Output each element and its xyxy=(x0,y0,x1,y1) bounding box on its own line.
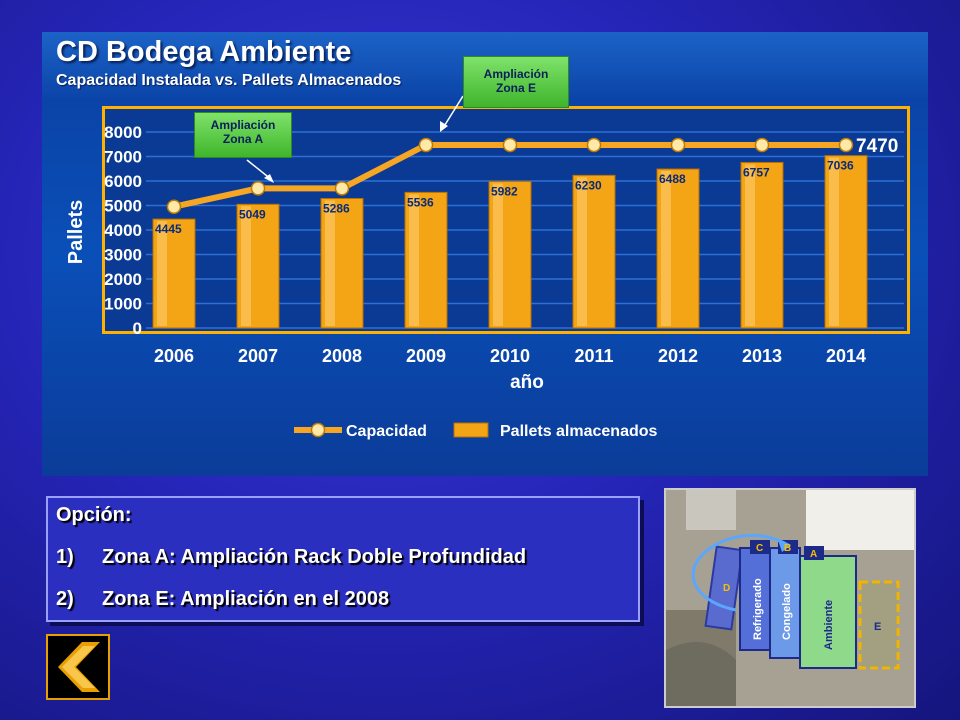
map-label-e: E xyxy=(874,621,881,633)
capacity-point xyxy=(502,137,518,153)
x-tick-label: 2009 xyxy=(406,346,446,366)
map-label-b: B xyxy=(784,543,791,554)
bar-value-label: 6757 xyxy=(743,165,770,179)
map-area-ambiente: Ambiente xyxy=(823,600,835,650)
chart-canvas: 0 1000 2000 3000 4000 5000 6000 7000 8000 Pallets… xyxy=(65,95,904,440)
y-tick-label: 3000 xyxy=(104,246,142,265)
option-item-1: 1) Zona A: Ampliación Rack Doble Profundi… xyxy=(56,546,526,569)
y-axis-label: Pallets xyxy=(65,200,87,264)
capacity-point xyxy=(754,137,770,153)
map-label-d: D xyxy=(723,583,730,594)
x-tick-label: 2014 xyxy=(826,346,866,366)
callout-zona-a-arrowhead xyxy=(264,174,274,183)
capacity-point xyxy=(166,199,182,214)
bar-value-label: 4445 xyxy=(155,222,182,236)
callout-zona-e: Ampliación Zona E xyxy=(463,56,569,108)
map-label-c: C xyxy=(756,543,763,554)
x-tick-label: 2010 xyxy=(490,346,530,366)
y-tick-label: 2000 xyxy=(104,270,142,289)
bar-highlight xyxy=(577,177,587,326)
capacity-point xyxy=(838,137,854,153)
callout-zona-e-arrowhead xyxy=(440,121,448,132)
callout-zona-a: Ampliación Zona A xyxy=(194,112,292,158)
y-tick-label: 0 xyxy=(133,319,142,338)
bar-highlight xyxy=(325,200,335,326)
bar-highlight xyxy=(829,157,839,326)
bar-value-label: 6488 xyxy=(659,172,686,186)
y-tick-label: 8000 xyxy=(104,123,142,142)
callout-zona-e-line1: Ampliación xyxy=(483,67,549,81)
capacity-point xyxy=(250,181,266,196)
callout-zona-e-line2: Zona E xyxy=(495,81,536,95)
callout-zona-a-line2: Zona A xyxy=(222,132,264,146)
x-tick-label: 2011 xyxy=(574,346,613,366)
bar-highlight xyxy=(241,206,251,326)
legend-marker-swatch xyxy=(310,422,326,438)
option-number: 2) xyxy=(56,588,74,610)
options-box: Opción: 1) Zona A: Ampliación Rack Doble … xyxy=(46,496,640,622)
bar-value-label: 5286 xyxy=(323,201,350,215)
chart-subtitle: Capacidad Instalada vs. Pallets Almacena… xyxy=(56,72,402,89)
back-button[interactable] xyxy=(46,634,110,700)
legend-label-pallets: Pallets almacenados xyxy=(500,423,658,440)
option-text: Zona E: Ampliación en el 2008 xyxy=(102,588,390,610)
bar-highlight xyxy=(493,183,503,326)
back-arrow-icon xyxy=(58,642,100,692)
y-tick-label: 7000 xyxy=(104,148,142,167)
legend-label-capacidad: Capacidad xyxy=(346,423,427,440)
bar-value-label: 6230 xyxy=(575,178,602,192)
y-tick-label: 4000 xyxy=(104,221,142,240)
map-label-a: A xyxy=(810,549,817,560)
bar-value-label: 5049 xyxy=(239,207,266,221)
capacity-point xyxy=(418,137,434,153)
option-text: Zona A: Ampliación Rack Doble Profundida… xyxy=(102,546,527,568)
bar-highlight xyxy=(157,221,167,326)
capacity-point xyxy=(586,137,602,153)
y-tick-label: 6000 xyxy=(104,172,142,191)
map-area-congelado: Congelado xyxy=(781,583,793,640)
option-item-2: 2) Zona E: Ampliación en el 2008 xyxy=(56,588,389,611)
x-tick-label: 2008 xyxy=(322,346,362,366)
chart-panel: CD Bodega Ambiente Capacidad Instalada v… xyxy=(42,32,928,476)
y-tick-label: 1000 xyxy=(104,295,142,314)
x-tick-label: 2006 xyxy=(154,346,194,366)
x-tick-label: 2013 xyxy=(742,346,782,366)
bar-value-label: 5536 xyxy=(407,195,434,209)
chart-title: CD Bodega Ambiente xyxy=(56,36,352,68)
capacity-point xyxy=(334,181,350,196)
x-tick-label: 2007 xyxy=(238,346,278,366)
x-axis-label: año xyxy=(510,372,544,393)
map-area-refrigerado: Refrigerado xyxy=(752,578,764,640)
options-title: Opción: xyxy=(56,504,132,526)
bar-highlight xyxy=(745,164,755,326)
y-tick-label: 5000 xyxy=(104,197,142,216)
callout-zona-a-line1: Ampliación xyxy=(210,118,276,132)
callout-zona-e-pointer xyxy=(442,95,464,129)
option-number: 1) xyxy=(56,546,74,568)
capacity-end-label: 7470 xyxy=(856,136,898,157)
capacity-point xyxy=(670,137,686,153)
aerial-map: C B A D E Refrigerado Congelado Ambiente xyxy=(664,488,916,708)
legend-bar-swatch xyxy=(453,422,489,438)
x-tick-label: 2012 xyxy=(658,346,698,366)
bar-highlight xyxy=(409,194,419,326)
bar-highlight xyxy=(661,171,671,326)
bar-value-label: 7036 xyxy=(827,159,854,173)
bar-value-label: 5982 xyxy=(491,184,518,198)
